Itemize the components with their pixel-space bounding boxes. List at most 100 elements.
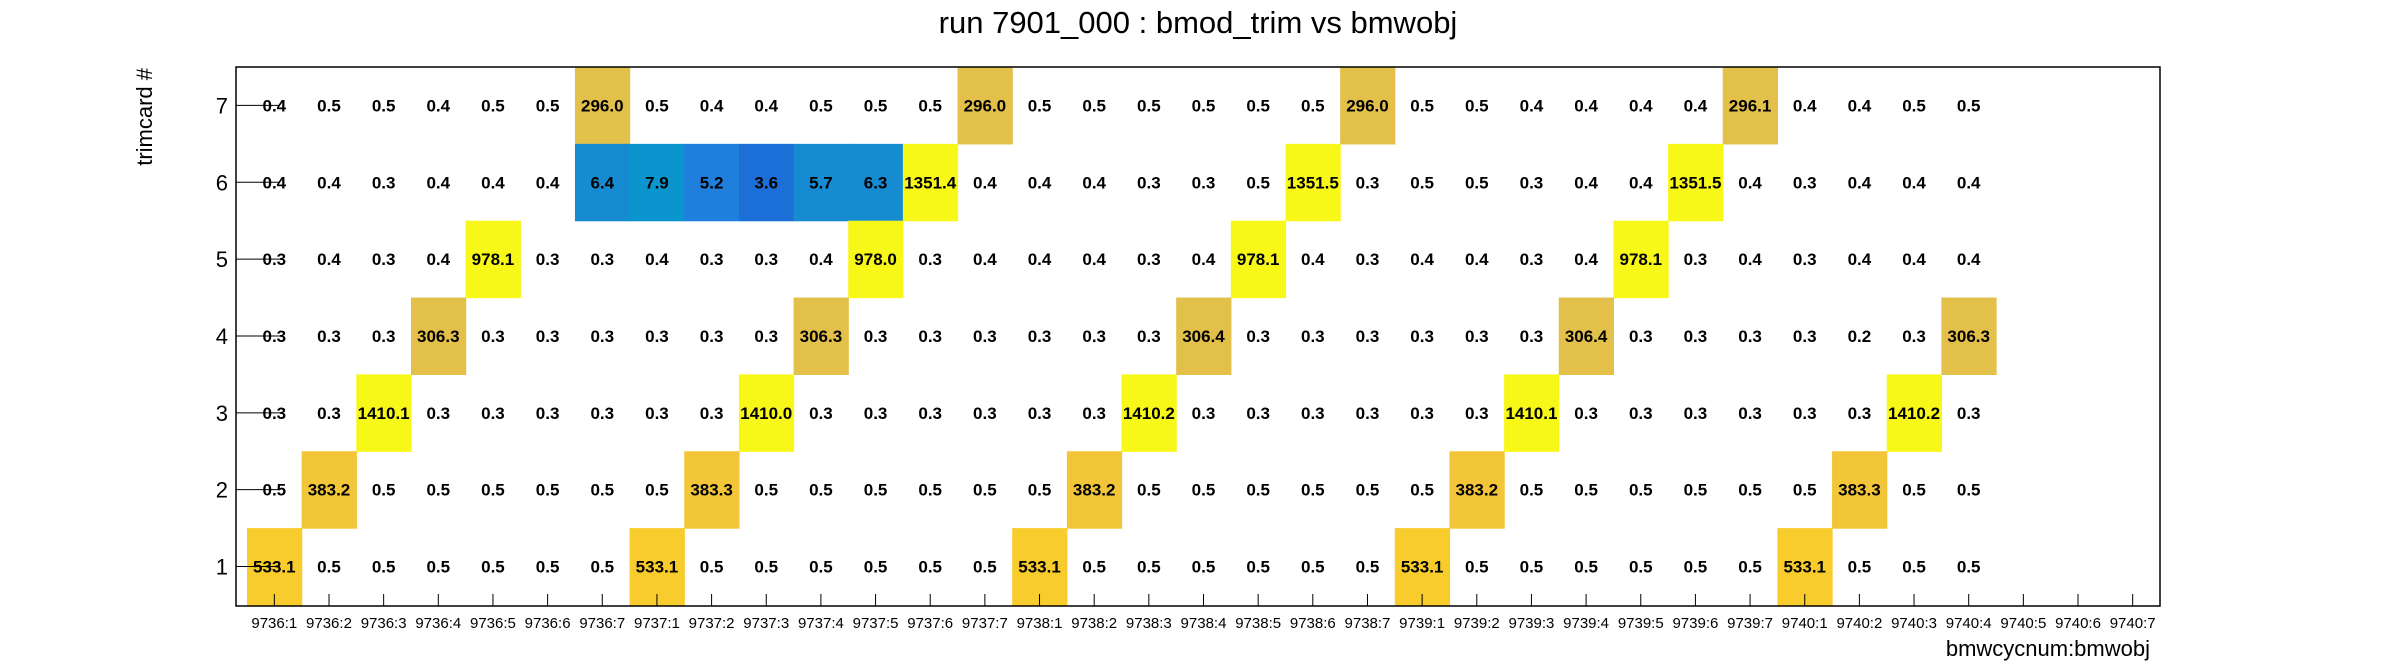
x-tick-label: 9740:6 bbox=[2055, 615, 2101, 632]
cell-value-label: 0.4 bbox=[1082, 250, 1106, 269]
cell-value-label: 0.4 bbox=[1301, 250, 1325, 269]
cell-value-label: 0.4 bbox=[1738, 250, 1762, 269]
cell-value-label: 0.5 bbox=[1738, 481, 1762, 500]
cell-value-label: 0.4 bbox=[1957, 250, 1981, 269]
cell-value-label: 0.3 bbox=[481, 327, 505, 346]
cell-value-label: 0.3 bbox=[263, 327, 287, 346]
x-tick-label: 9738:6 bbox=[1290, 615, 1336, 632]
x-tick-label: 9736:1 bbox=[251, 615, 297, 632]
cell-value-label: 0.5 bbox=[1246, 96, 1270, 115]
cell-value-label: 0.5 bbox=[1028, 96, 1052, 115]
plot-frame bbox=[235, 66, 2161, 607]
cell-value-label: 3.6 bbox=[754, 173, 778, 192]
cell-value-label: 0.3 bbox=[317, 404, 341, 423]
cell-value-label: 0.5 bbox=[973, 481, 997, 500]
cell-value-label: 0.4 bbox=[426, 250, 450, 269]
cell-value-label: 0.3 bbox=[754, 250, 778, 269]
heatmap-cell bbox=[848, 220, 904, 299]
cell-value-label: 0.5 bbox=[1137, 558, 1161, 577]
heatmap-cell bbox=[574, 67, 631, 145]
cell-value-label: 0.5 bbox=[1410, 96, 1434, 115]
y-axis-label: trimcard # bbox=[132, 67, 157, 166]
cell-value-label: 0.3 bbox=[481, 404, 505, 423]
cell-value-label: 0.4 bbox=[1028, 250, 1052, 269]
cell-value-label: 0.4 bbox=[1574, 250, 1598, 269]
cell-value-label: 978.1 bbox=[1237, 250, 1280, 269]
cell-value-label: 0.4 bbox=[1192, 250, 1216, 269]
cell-value-label: 0.4 bbox=[1848, 96, 1872, 115]
cell-value-label: 0.3 bbox=[1137, 173, 1161, 192]
cell-value-label: 0.5 bbox=[1684, 481, 1708, 500]
cell-value-label: 1410.1 bbox=[1505, 404, 1557, 423]
cell-value-label: 0.4 bbox=[1629, 173, 1653, 192]
cell-value-label: 0.3 bbox=[1301, 327, 1325, 346]
chart-title: run 7901_000 : bmod_trim vs bmwobj bbox=[939, 5, 1458, 40]
cell-value-label: 0.5 bbox=[1356, 558, 1380, 577]
cell-value-label: 0.5 bbox=[1082, 96, 1106, 115]
cell-value-label: 0.4 bbox=[317, 173, 341, 192]
x-tick-label: 9739:3 bbox=[1508, 615, 1554, 632]
cell-value-label: 978.0 bbox=[854, 250, 897, 269]
cell-value-label: 978.1 bbox=[1619, 250, 1662, 269]
cell-value-label: 0.4 bbox=[754, 96, 778, 115]
cell-value-label: 0.3 bbox=[426, 404, 450, 423]
cell-value-label: 0.5 bbox=[1465, 558, 1489, 577]
cell-value-label: 0.5 bbox=[1574, 558, 1598, 577]
heatmap-cell bbox=[1504, 374, 1560, 452]
cell-value-label: 0.3 bbox=[1410, 404, 1434, 423]
cell-value-label: 0.5 bbox=[1684, 558, 1708, 577]
heatmap-cell bbox=[1558, 297, 1615, 375]
cell-value-label: 0.4 bbox=[1574, 96, 1598, 115]
x-tick-label: 9740:4 bbox=[1946, 615, 1992, 632]
cell-value-label: 0.4 bbox=[1028, 173, 1052, 192]
cell-value-label: 5.2 bbox=[700, 173, 724, 192]
cell-value-label: 0.3 bbox=[809, 404, 833, 423]
y-tick-label: 5 bbox=[216, 247, 228, 272]
cell-value-label: 0.5 bbox=[1410, 481, 1434, 500]
y-tick-label: 3 bbox=[216, 401, 228, 426]
cell-value-label: 0.4 bbox=[700, 96, 724, 115]
cell-value-label: 0.3 bbox=[590, 404, 614, 423]
cell-value-label: 0.5 bbox=[481, 558, 505, 577]
x-axis-label: bmwcycnum:bmwobj bbox=[1946, 636, 2150, 661]
cell-value-label: 978.1 bbox=[472, 250, 515, 269]
cell-value-label: 0.5 bbox=[1192, 558, 1216, 577]
heatmap-cell bbox=[902, 143, 959, 222]
cell-value-label: 0.5 bbox=[1957, 96, 1981, 115]
cell-value-label: 0.5 bbox=[1848, 558, 1872, 577]
cell-value-label: 0.3 bbox=[918, 250, 942, 269]
cell-value-label: 0.4 bbox=[317, 250, 341, 269]
x-tick-label: 9736:2 bbox=[306, 615, 352, 632]
cell-value-label: 0.5 bbox=[1629, 558, 1653, 577]
cell-value-label: 0.4 bbox=[426, 173, 450, 192]
cell-value-label: 0.5 bbox=[1137, 481, 1161, 500]
heatmap-cell bbox=[1066, 451, 1123, 529]
cell-value-label: 0.3 bbox=[700, 250, 724, 269]
cell-value-label: 533.1 bbox=[1018, 558, 1061, 577]
cell-value-label: 383.2 bbox=[308, 481, 351, 500]
x-tick-label: 9740:5 bbox=[2000, 615, 2046, 632]
cell-value-label: 0.3 bbox=[864, 404, 888, 423]
cell-value-label: 533.1 bbox=[253, 558, 296, 577]
cell-value-label: 0.3 bbox=[1082, 404, 1106, 423]
cell-value-label: 0.3 bbox=[1028, 327, 1052, 346]
cells-layer bbox=[247, 67, 1997, 606]
cell-value-label: 1351.5 bbox=[1287, 173, 1339, 192]
cell-value-label: 0.4 bbox=[1793, 96, 1817, 115]
y-tick-label: 7 bbox=[216, 93, 228, 118]
cell-value-label: 0.3 bbox=[536, 327, 560, 346]
cell-value-label: 0.3 bbox=[590, 327, 614, 346]
cell-value-label: 0.3 bbox=[1520, 173, 1544, 192]
cell-value-label: 1410.1 bbox=[358, 404, 410, 423]
cell-value-label: 306.3 bbox=[1947, 327, 1990, 346]
cell-value-label: 0.4 bbox=[1684, 96, 1708, 115]
cell-value-label: 0.5 bbox=[809, 558, 833, 577]
y-tick-label: 1 bbox=[216, 555, 228, 580]
cell-value-label: 0.5 bbox=[1301, 96, 1325, 115]
cell-value-label: 0.5 bbox=[263, 481, 287, 500]
cell-value-label: 0.3 bbox=[536, 250, 560, 269]
x-tick-label: 9737:6 bbox=[907, 615, 953, 632]
heatmap-cell bbox=[793, 143, 849, 222]
heatmap-cell bbox=[1230, 220, 1287, 299]
cell-value-label: 0.5 bbox=[317, 96, 341, 115]
